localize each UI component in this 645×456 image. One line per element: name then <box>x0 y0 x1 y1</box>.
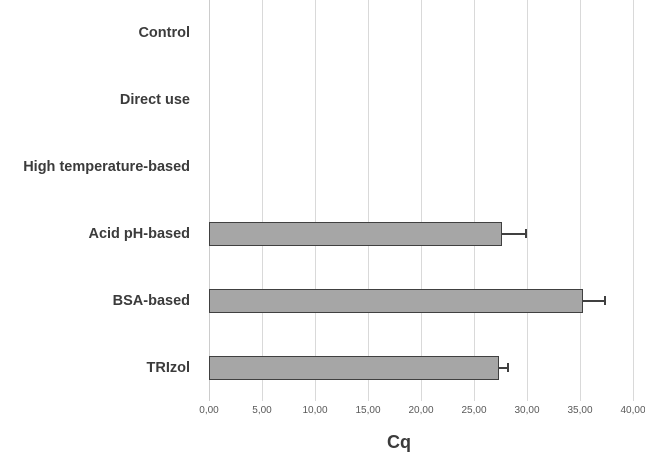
category-axis-line <box>208 0 210 401</box>
bar <box>209 288 584 313</box>
x-tick-label: 25,00 <box>461 405 487 416</box>
error-bar-line <box>501 232 526 235</box>
error-bar-line <box>499 366 508 369</box>
error-bar-line <box>583 299 606 302</box>
error-bar-cap <box>506 363 509 373</box>
category-label: BSA-based <box>112 292 190 309</box>
gridline <box>579 0 581 401</box>
gridline <box>367 0 369 401</box>
gridline <box>526 0 528 401</box>
gridline <box>314 0 316 401</box>
x-tick-label: 0,00 <box>199 405 219 416</box>
x-tick-label: 5,00 <box>252 405 272 416</box>
bar <box>209 221 502 246</box>
category-label: Control <box>138 25 190 42</box>
gridline <box>632 0 634 401</box>
x-tick-label: 30,00 <box>514 405 540 416</box>
gridline <box>420 0 422 401</box>
error-bar-cap <box>524 229 527 239</box>
x-tick-label: 40,00 <box>620 405 645 416</box>
x-axis-title: Cq <box>387 432 411 452</box>
category-label: TRIzol <box>146 359 191 376</box>
category-label: Direct use <box>119 92 190 109</box>
x-tick-label: 10,00 <box>302 405 328 416</box>
bar <box>209 355 500 380</box>
category-label: High temperature-based <box>23 159 190 176</box>
error-bar-cap <box>604 296 607 306</box>
gridline <box>473 0 475 401</box>
category-label: Acid pH-based <box>88 225 190 242</box>
x-tick-label: 15,00 <box>355 405 381 416</box>
x-tick-label: 20,00 <box>408 405 434 416</box>
x-tick-label: 35,00 <box>567 405 593 416</box>
gridline <box>261 0 263 401</box>
